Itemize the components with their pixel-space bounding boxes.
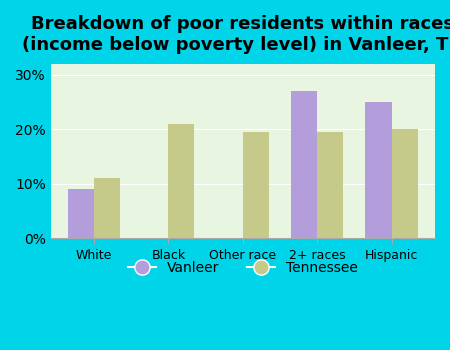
Bar — [168, 124, 194, 238]
Legend: Vanleer, Tennessee: Vanleer, Tennessee — [122, 256, 363, 280]
Bar — [291, 91, 317, 238]
Title: Breakdown of poor residents within races
(income below poverty level) in Vanleer: Breakdown of poor residents within races… — [22, 15, 450, 54]
Bar — [68, 189, 94, 238]
Bar — [243, 132, 269, 238]
Bar — [365, 102, 392, 238]
Bar — [317, 132, 343, 238]
Bar — [94, 178, 120, 238]
Bar — [392, 129, 418, 238]
